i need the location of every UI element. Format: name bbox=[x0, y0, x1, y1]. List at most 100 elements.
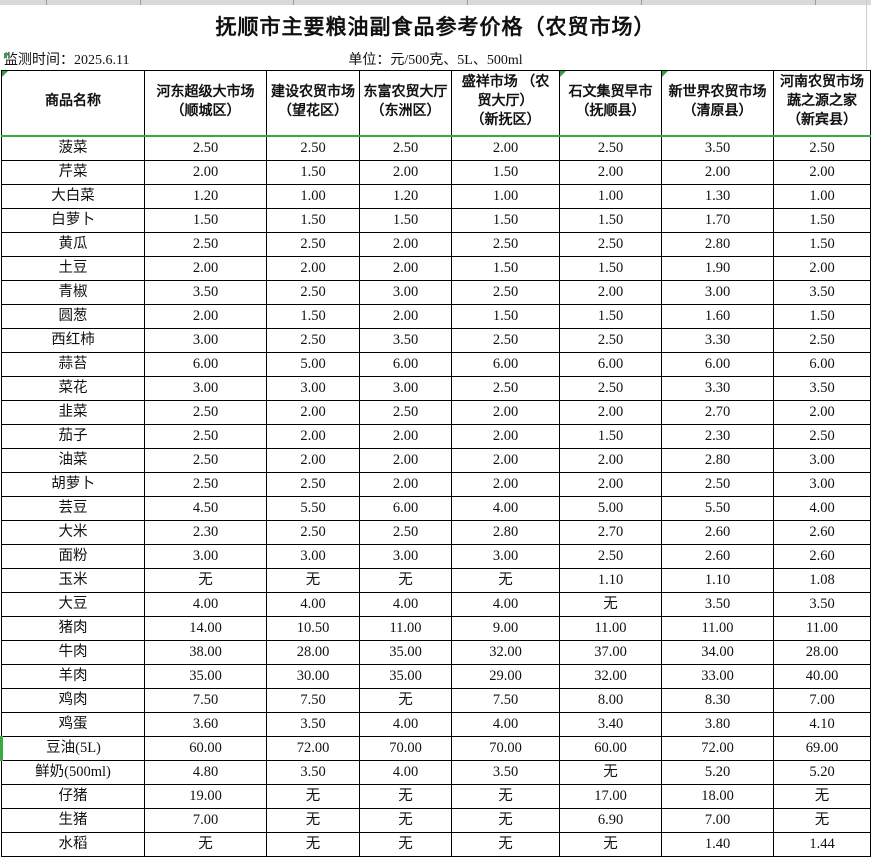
price-cell[interactable]: 4.00 bbox=[359, 591, 452, 617]
price-cell[interactable]: 2.50 bbox=[451, 375, 560, 401]
price-cell[interactable]: 无 bbox=[451, 807, 560, 833]
price-cell[interactable]: 1.60 bbox=[661, 303, 774, 329]
price-cell[interactable]: 3.30 bbox=[661, 327, 774, 353]
price-cell[interactable]: 10.50 bbox=[266, 615, 360, 641]
price-cell[interactable]: 3.00 bbox=[144, 375, 267, 401]
price-cell[interactable]: 3.50 bbox=[773, 375, 871, 401]
price-cell[interactable]: 2.50 bbox=[559, 135, 662, 161]
price-cell[interactable]: 1.40 bbox=[661, 831, 774, 857]
price-cell[interactable]: 60.00 bbox=[559, 735, 662, 761]
price-cell[interactable]: 2.50 bbox=[559, 231, 662, 257]
price-cell[interactable]: 7.50 bbox=[144, 687, 267, 713]
price-cell[interactable]: 2.00 bbox=[661, 159, 774, 185]
price-cell[interactable]: 3.60 bbox=[144, 711, 267, 737]
price-cell[interactable]: 2.50 bbox=[144, 231, 267, 257]
price-cell[interactable]: 4.00 bbox=[359, 711, 452, 737]
price-cell[interactable]: 2.00 bbox=[144, 255, 267, 281]
price-cell[interactable]: 无 bbox=[559, 591, 662, 617]
price-cell[interactable]: 1.08 bbox=[773, 567, 871, 593]
price-cell[interactable]: 2.00 bbox=[359, 447, 452, 473]
price-cell[interactable]: 1.50 bbox=[266, 207, 360, 233]
price-cell[interactable]: 30.00 bbox=[266, 663, 360, 689]
product-name-cell[interactable]: 土豆 bbox=[1, 255, 145, 281]
price-cell[interactable]: 4.00 bbox=[359, 759, 452, 785]
price-cell[interactable]: 11.00 bbox=[559, 615, 662, 641]
price-cell[interactable]: 无 bbox=[359, 687, 452, 713]
price-cell[interactable]: 7.00 bbox=[661, 807, 774, 833]
price-cell[interactable]: 无 bbox=[359, 783, 452, 809]
price-cell[interactable]: 3.00 bbox=[773, 447, 871, 473]
column-header-market-1[interactable]: 河东超级大市场 （顺城区） bbox=[144, 70, 267, 137]
product-name-cell[interactable]: 牛肉 bbox=[1, 639, 145, 665]
product-name-cell[interactable]: 圆葱 bbox=[1, 303, 145, 329]
price-cell[interactable]: 1.50 bbox=[359, 207, 452, 233]
price-cell[interactable]: 2.50 bbox=[451, 279, 560, 305]
price-cell[interactable]: 2.50 bbox=[266, 327, 360, 353]
price-cell[interactable]: 2.30 bbox=[661, 423, 774, 449]
price-cell[interactable]: 无 bbox=[559, 759, 662, 785]
price-cell[interactable]: 无 bbox=[559, 831, 662, 857]
price-cell[interactable]: 无 bbox=[359, 567, 452, 593]
price-cell[interactable]: 28.00 bbox=[773, 639, 871, 665]
product-name-cell[interactable]: 猪肉 bbox=[1, 615, 145, 641]
price-cell[interactable]: 2.00 bbox=[266, 423, 360, 449]
price-cell[interactable]: 2.50 bbox=[451, 231, 560, 257]
price-cell[interactable]: 1.20 bbox=[359, 183, 452, 209]
column-header-market-7[interactable]: 河南农贸市场 蔬之源之家 （新宾县） bbox=[773, 70, 871, 137]
price-cell[interactable]: 2.70 bbox=[661, 399, 774, 425]
price-cell[interactable]: 1.50 bbox=[559, 255, 662, 281]
price-cell[interactable]: 无 bbox=[144, 567, 267, 593]
price-cell[interactable]: 3.00 bbox=[359, 375, 452, 401]
price-cell[interactable]: 4.00 bbox=[773, 495, 871, 521]
price-cell[interactable]: 1.10 bbox=[559, 567, 662, 593]
product-name-cell[interactable]: 菠菜 bbox=[1, 135, 145, 161]
price-cell[interactable]: 3.80 bbox=[661, 711, 774, 737]
product-name-cell[interactable]: 玉米 bbox=[1, 567, 145, 593]
monitor-date-cell[interactable]: 监测时间：2025.6.11 bbox=[4, 53, 130, 68]
product-name-cell[interactable]: 大豆 bbox=[1, 591, 145, 617]
price-cell[interactable]: 19.00 bbox=[144, 783, 267, 809]
product-name-cell[interactable]: 芹菜 bbox=[1, 159, 145, 185]
column-header-market-6[interactable]: 新世界农贸市场 （清原县） bbox=[661, 70, 774, 137]
price-cell[interactable]: 2.60 bbox=[773, 519, 871, 545]
price-cell[interactable]: 11.00 bbox=[661, 615, 774, 641]
price-cell[interactable]: 无 bbox=[451, 831, 560, 857]
price-cell[interactable]: 2.60 bbox=[661, 543, 774, 569]
product-name-cell[interactable]: 鸡蛋 bbox=[1, 711, 145, 737]
price-cell[interactable]: 1.20 bbox=[144, 183, 267, 209]
price-cell[interactable]: 3.30 bbox=[661, 375, 774, 401]
price-cell[interactable]: 6.00 bbox=[144, 351, 267, 377]
product-name-cell[interactable]: 西红柿 bbox=[1, 327, 145, 353]
price-cell[interactable]: 35.00 bbox=[144, 663, 267, 689]
price-cell[interactable]: 3.00 bbox=[266, 375, 360, 401]
price-cell[interactable]: 5.20 bbox=[773, 759, 871, 785]
price-cell[interactable]: 2.00 bbox=[359, 471, 452, 497]
price-cell[interactable]: 3.00 bbox=[266, 543, 360, 569]
product-name-cell[interactable]: 大米 bbox=[1, 519, 145, 545]
price-cell[interactable]: 34.00 bbox=[661, 639, 774, 665]
price-cell[interactable]: 6.00 bbox=[359, 495, 452, 521]
price-cell[interactable]: 5.00 bbox=[559, 495, 662, 521]
price-cell[interactable]: 33.00 bbox=[661, 663, 774, 689]
product-name-cell[interactable]: 仔猪 bbox=[1, 783, 145, 809]
price-cell[interactable]: 2.60 bbox=[661, 519, 774, 545]
price-cell[interactable]: 2.00 bbox=[359, 255, 452, 281]
price-cell[interactable]: 72.00 bbox=[661, 735, 774, 761]
price-cell[interactable]: 2.00 bbox=[559, 159, 662, 185]
product-name-cell[interactable]: 菜花 bbox=[1, 375, 145, 401]
price-cell[interactable]: 3.00 bbox=[359, 543, 452, 569]
price-cell[interactable]: 2.50 bbox=[359, 519, 452, 545]
price-cell[interactable]: 2.50 bbox=[144, 423, 267, 449]
price-cell[interactable]: 11.00 bbox=[359, 615, 452, 641]
price-cell[interactable]: 2.50 bbox=[359, 399, 452, 425]
price-cell[interactable]: 2.00 bbox=[773, 399, 871, 425]
price-cell[interactable]: 2.50 bbox=[773, 327, 871, 353]
price-cell[interactable]: 9.00 bbox=[451, 615, 560, 641]
price-cell[interactable]: 无 bbox=[451, 783, 560, 809]
price-cell[interactable]: 1.50 bbox=[773, 231, 871, 257]
price-cell[interactable]: 2.00 bbox=[359, 423, 452, 449]
price-cell[interactable]: 无 bbox=[773, 807, 871, 833]
price-cell[interactable]: 3.00 bbox=[773, 471, 871, 497]
price-cell[interactable]: 2.00 bbox=[559, 471, 662, 497]
price-cell[interactable]: 32.00 bbox=[559, 663, 662, 689]
